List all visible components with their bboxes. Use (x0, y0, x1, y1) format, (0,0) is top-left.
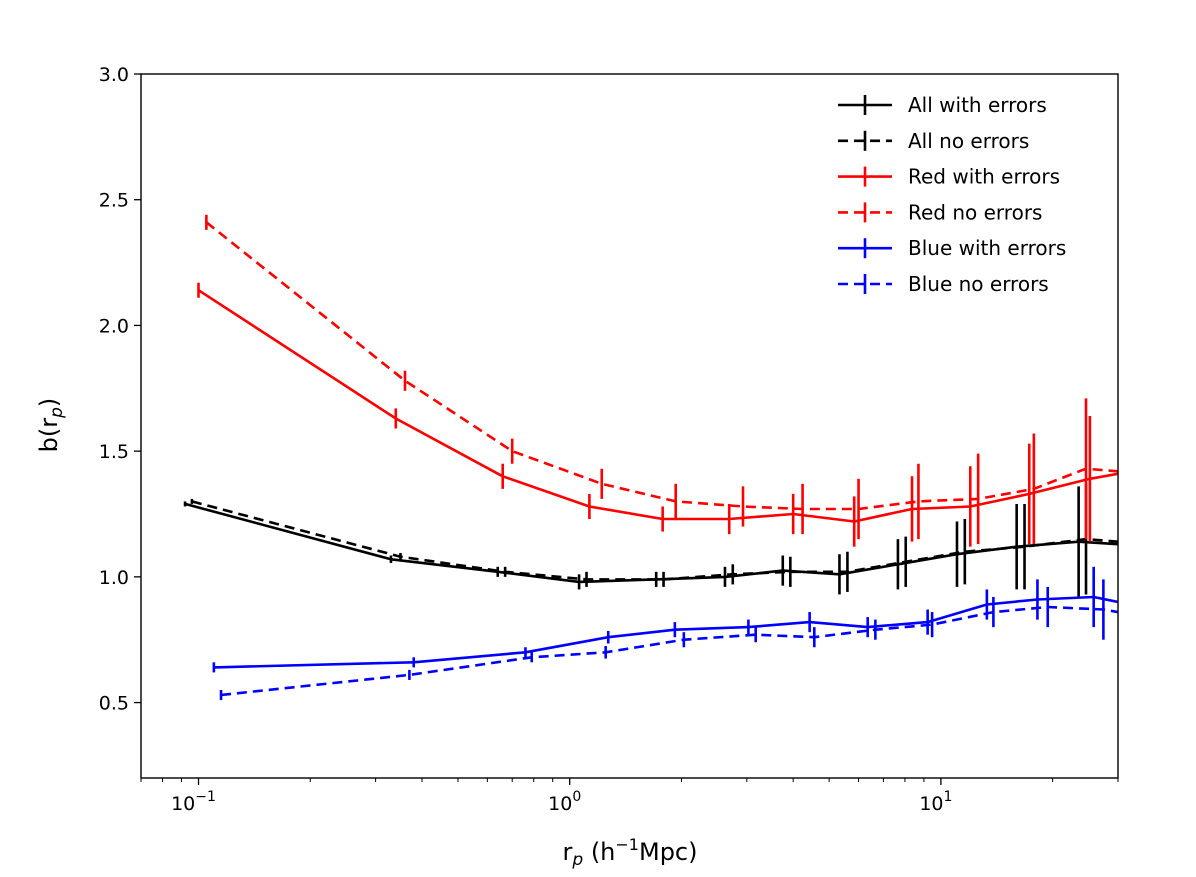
y-tick-label: 2.5 (99, 190, 129, 212)
x-tick-label: 10−1 (171, 789, 216, 815)
y-tick-label: 3.0 (99, 64, 129, 86)
x-tick-label: 100 (548, 789, 581, 815)
series-line-blue-with-errors (213, 595, 1118, 669)
legend-entry: Red no errors (838, 200, 1042, 224)
legend: All with errors All no errors Red with err… (838, 93, 1066, 296)
legend-entry: Blue with errors (838, 236, 1066, 260)
x-axis-label: rp (h−1Mpc) (563, 835, 698, 870)
legend-label: Blue with errors (908, 236, 1066, 260)
y-tick-label: 1.5 (99, 441, 129, 463)
y-tick-label: 0.5 (99, 693, 129, 715)
series-line-red-no-errors (205, 221, 1118, 511)
x-tick-label: 101 (919, 789, 952, 815)
legend-entry: All no errors (838, 129, 1029, 153)
legend-label: All no errors (908, 129, 1029, 153)
axes: 0.5 1.0 1.5 2.0 2.5 3.0 10−1 100 101 (99, 64, 1119, 815)
plot-area (183, 214, 1118, 701)
y-axis-label: b(rp) (35, 398, 67, 453)
plot-frame (140, 73, 1119, 779)
legend-label: Red no errors (908, 200, 1042, 224)
y-tick-label: 1.0 (99, 567, 129, 589)
legend-entry: All with errors (838, 93, 1047, 117)
y-tick-label: 2.0 (99, 315, 129, 337)
legend-label: All with errors (908, 93, 1047, 117)
legend-label: Red with errors (908, 165, 1060, 189)
series-line-blue-no-errors (220, 605, 1118, 697)
legend-entry: Blue no errors (838, 272, 1049, 296)
legend-entry: Red with errors (838, 165, 1060, 189)
legend-label: Blue no errors (908, 272, 1049, 296)
